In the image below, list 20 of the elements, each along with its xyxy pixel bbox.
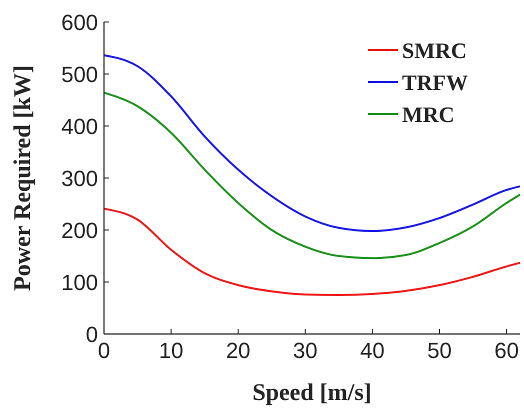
y-tick-label: 100 (61, 270, 98, 295)
y-tick-label: 600 (61, 10, 98, 35)
y-tick-label: 300 (61, 166, 98, 191)
x-tick-label: 50 (427, 338, 452, 363)
legend-label: TRFW (402, 70, 468, 95)
y-tick-label: 500 (61, 62, 98, 87)
x-tick-label: 40 (360, 338, 385, 363)
y-axis-title: Power Required [kW] (10, 65, 36, 291)
legend-label: SMRC (402, 38, 467, 63)
y-tick-label: 400 (61, 114, 98, 139)
legend-label: MRC (402, 102, 455, 127)
line-series (103, 92, 521, 260)
x-tick-label: 20 (226, 338, 250, 363)
y-tick-label: 200 (61, 218, 98, 243)
y-tick-label: 0 (86, 322, 98, 347)
x-axis-title: Speed [m/s] (252, 380, 372, 406)
x-tick-label: 60 (494, 338, 519, 363)
line-series (103, 208, 521, 296)
x-tick-label: 30 (293, 338, 318, 363)
x-tick-label: 10 (158, 338, 184, 363)
